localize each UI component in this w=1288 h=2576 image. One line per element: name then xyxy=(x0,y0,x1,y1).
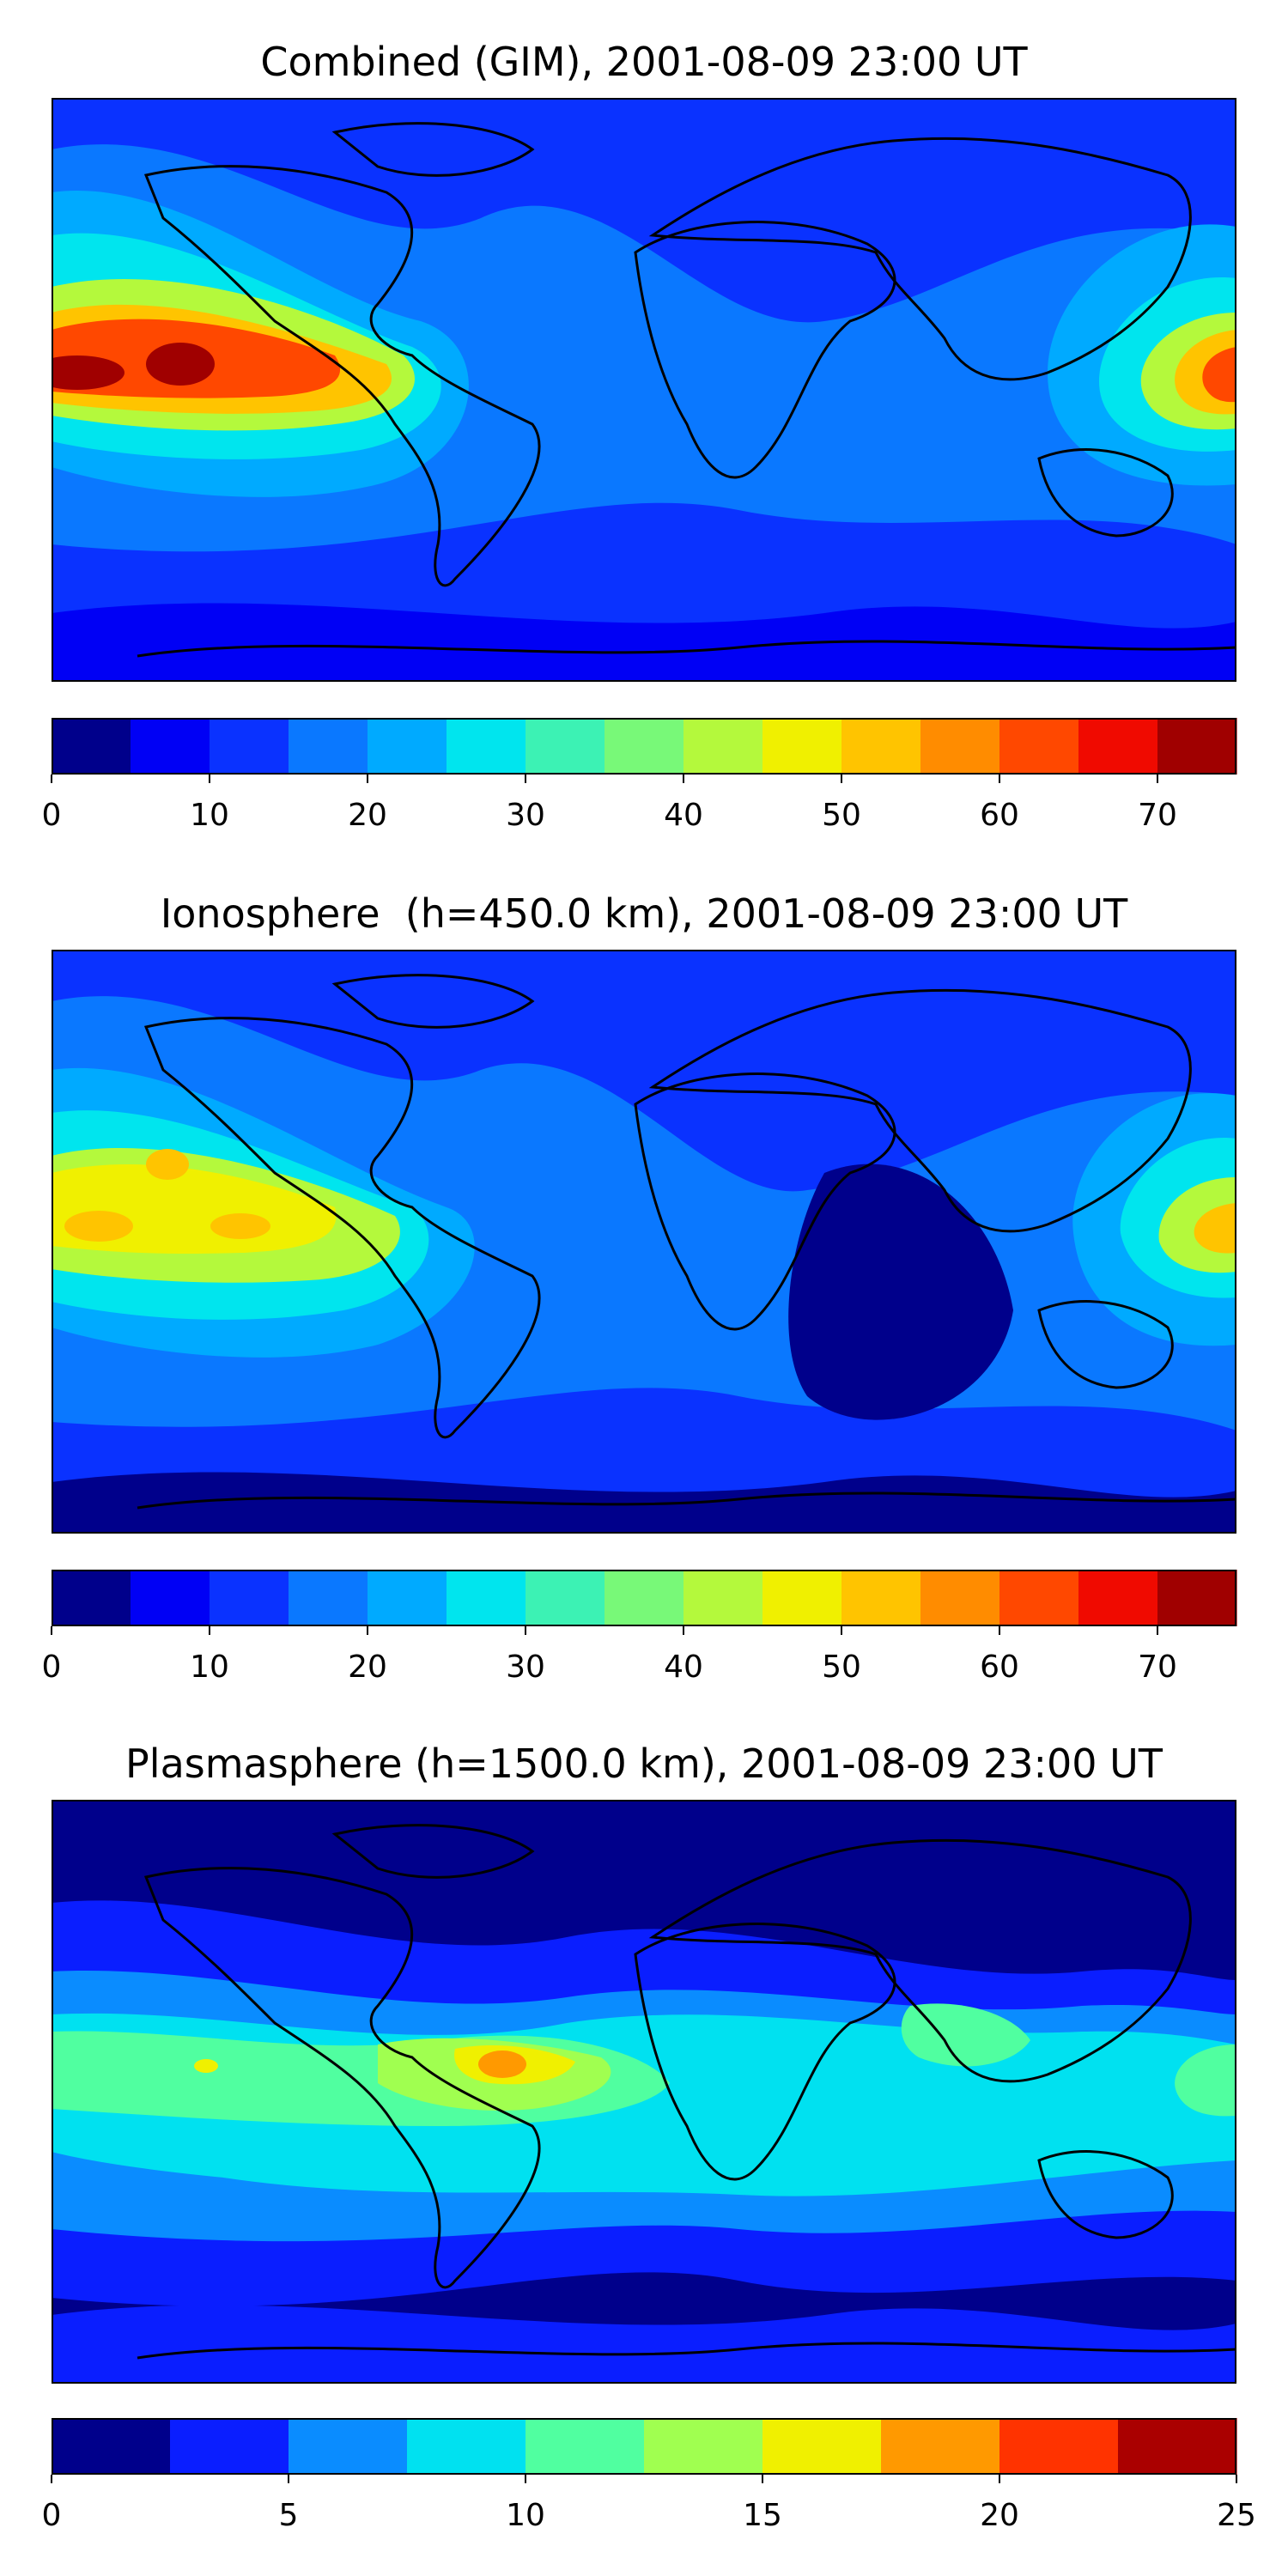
colorbar-segment xyxy=(52,2418,171,2475)
colorbar-tick-label: 0 xyxy=(41,1649,62,1685)
colorbar-segment xyxy=(407,2418,526,2475)
colorbar-tick-label: 10 xyxy=(190,1649,229,1685)
colorbar-segment xyxy=(841,1570,921,1626)
colorbar-segment xyxy=(762,718,842,775)
colorbar-segment xyxy=(841,718,921,775)
colorbar-segment xyxy=(52,1570,131,1626)
colorbar-segment xyxy=(920,718,1000,775)
colorbar-tick-label: 0 xyxy=(41,798,62,833)
colorbar-segment xyxy=(170,2418,289,2475)
colorbar-tick-label: 25 xyxy=(1217,2498,1256,2533)
colorbar-tick-label: 40 xyxy=(664,1649,703,1685)
colorbar-segment xyxy=(526,718,605,775)
colorbar-ticks-ionosphere: 0 10 20 30 40 50 60 70 xyxy=(42,1649,1236,1685)
colorbar-segment xyxy=(289,2418,408,2475)
panel-title-combined: Combined (GIM), 2001-08-09 23:00 UT xyxy=(260,39,1028,85)
colorbar-segment xyxy=(447,1570,526,1626)
colorbar-tick-label: 50 xyxy=(822,1649,861,1685)
colorbar-tick-label: 20 xyxy=(348,1649,387,1685)
colorbar-border xyxy=(52,718,1236,775)
colorbar-tick-label: 40 xyxy=(664,798,703,833)
colorbar-segment xyxy=(210,718,289,775)
colorbar-segment xyxy=(683,1570,763,1626)
colorbar-segment xyxy=(1157,718,1237,775)
colorbar-segment xyxy=(605,1570,684,1626)
colorbar-ticks-plasmasphere: 0 5 10 15 20 25 xyxy=(42,2498,1256,2533)
colorbar-tick-label: 20 xyxy=(980,2498,1019,2533)
colorbar-tick-label: 20 xyxy=(348,798,387,833)
colorbar-segment xyxy=(289,718,368,775)
map-ionosphere xyxy=(52,950,1236,1534)
colorbar-segment xyxy=(644,2418,763,2475)
colorbar-segment xyxy=(881,2418,1000,2475)
colorbar-plasmasphere xyxy=(51,2418,1237,2483)
colorbar-tick-label: 70 xyxy=(1138,1649,1177,1685)
colorbar-segment xyxy=(683,718,763,775)
colorbar-tick-label: 60 xyxy=(980,798,1019,833)
colorbar-segment xyxy=(1157,1570,1237,1626)
colorbar-tick-label: 15 xyxy=(743,2498,782,2533)
colorbar-segment xyxy=(999,2418,1119,2475)
colorbar-tick-label: 10 xyxy=(506,2498,545,2533)
colorbar-segment xyxy=(368,1570,447,1626)
map-combined-gim xyxy=(52,98,1236,682)
panel-title-plasmasphere: Plasmasphere (h=1500.0 km), 2001-08-09 2… xyxy=(125,1741,1163,1787)
colorbar-segment xyxy=(526,2418,645,2475)
colorbar-segment xyxy=(762,1570,842,1626)
colorbar-border xyxy=(52,1570,1236,1626)
colorbar-segment xyxy=(1078,1570,1158,1626)
colorbar-tick-label: 50 xyxy=(822,798,861,833)
colorbar-segment xyxy=(131,718,210,775)
colorbar-segment xyxy=(447,718,526,775)
colorbar-segment xyxy=(52,718,131,775)
colorbar-segment xyxy=(1118,2418,1237,2475)
colorbar-segment xyxy=(131,1570,210,1626)
colorbar-combined xyxy=(51,718,1237,783)
colorbar-segment xyxy=(210,1570,289,1626)
colorbar-tick-label: 30 xyxy=(506,1649,545,1685)
colorbar-ticks-combined: 0 10 20 30 40 50 60 70 xyxy=(42,798,1236,833)
colorbar-tick-label: 30 xyxy=(506,798,545,833)
map-plasmasphere xyxy=(52,1800,1236,2384)
colorbar-segment xyxy=(1078,718,1158,775)
colorbar-segment xyxy=(920,1570,1000,1626)
colorbar-segment xyxy=(368,718,447,775)
colorbar-border xyxy=(52,2418,1236,2475)
colorbar-segment xyxy=(999,718,1079,775)
colorbar-segment xyxy=(605,718,684,775)
colorbar-tick-label: 5 xyxy=(278,2498,299,2533)
panel-title-ionosphere: Ionosphere (h=450.0 km), 2001-08-09 23:0… xyxy=(160,890,1128,937)
colorbar-segment xyxy=(289,1570,368,1626)
colorbar-segment xyxy=(526,1570,605,1626)
colorbar-tick-label: 0 xyxy=(41,2498,62,2533)
colorbar-tick-label: 70 xyxy=(1138,798,1177,833)
colorbar-tick-label: 10 xyxy=(190,798,229,833)
colorbar-ionosphere xyxy=(51,1570,1237,1635)
colorbar-segment xyxy=(762,2418,882,2475)
colorbar-segment xyxy=(999,1570,1079,1626)
colorbar-tick-label: 60 xyxy=(980,1649,1019,1685)
